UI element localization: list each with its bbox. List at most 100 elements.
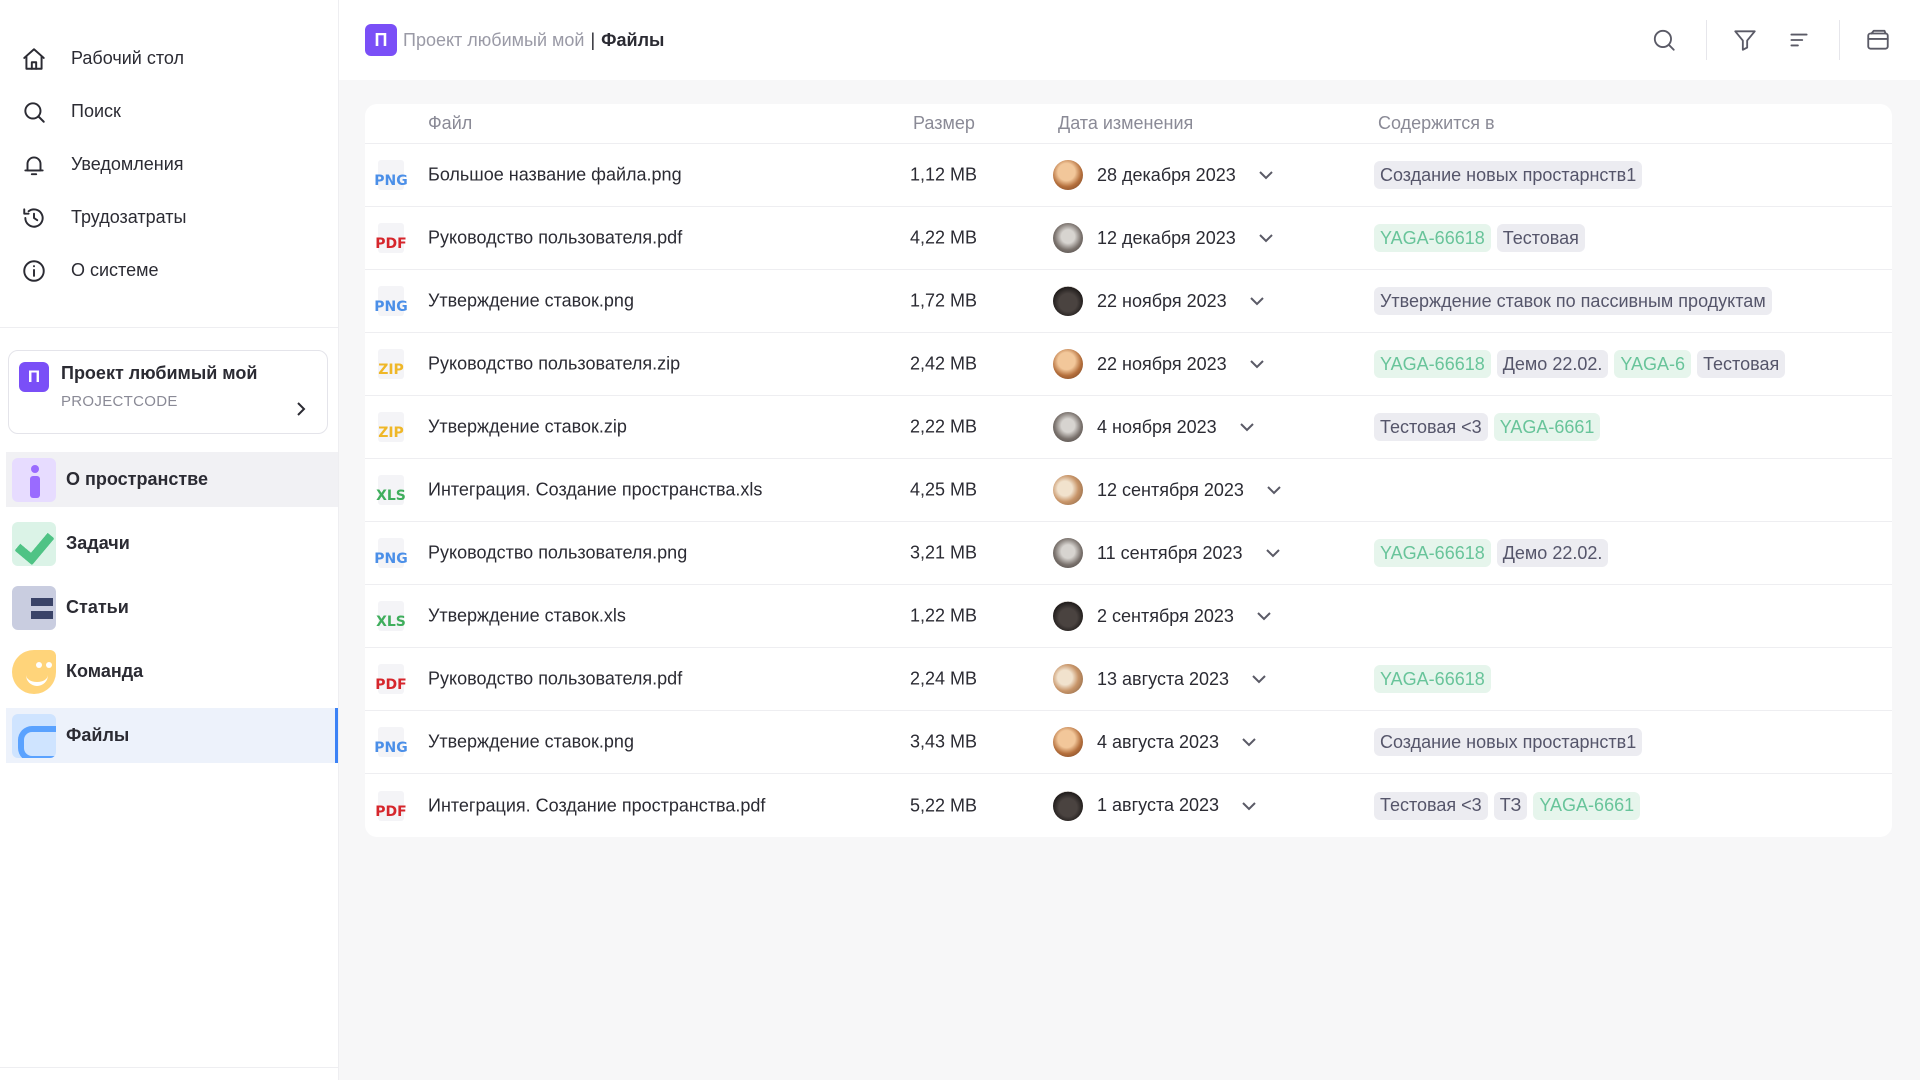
- nav-label-about-system: О системе: [71, 260, 159, 280]
- header-date[interactable]: Дата изменения: [1058, 113, 1194, 133]
- chevron-down-icon[interactable]: [1249, 356, 1265, 372]
- chevron-down-icon[interactable]: [1251, 671, 1267, 687]
- chevron-down-icon[interactable]: [1241, 798, 1257, 814]
- header-size[interactable]: Размер: [913, 113, 975, 133]
- space-label-about: О пространстве: [66, 469, 208, 489]
- file-type-label: PDF: [375, 677, 407, 693]
- nav-item-search[interactable]: Поиск: [0, 85, 338, 138]
- tag[interactable]: Создание новых простарнств1: [1374, 728, 1643, 756]
- nav-item-timesheet[interactable]: Трудозатраты: [0, 191, 338, 244]
- table-row[interactable]: PDF Интеграция. Создание пространства.pd…: [365, 774, 1892, 837]
- avatar[interactable]: [1053, 664, 1083, 694]
- table-row[interactable]: PNG Большое название файла.png 1,12 MB 2…: [365, 144, 1892, 207]
- space-item-files[interactable]: Файлы: [6, 708, 338, 763]
- modified-date: 4 августа 2023: [1097, 731, 1220, 752]
- table-row[interactable]: XLS Интеграция. Создание пространства.xl…: [365, 459, 1892, 522]
- file-name[interactable]: Руководство пользователя.zip: [428, 353, 681, 374]
- avatar[interactable]: [1053, 601, 1083, 631]
- file-name[interactable]: Руководство пользователя.pdf: [428, 227, 683, 248]
- file-size: 1,22 MB: [910, 605, 978, 626]
- file-name[interactable]: Утверждение ставок.xls: [428, 605, 626, 626]
- tag[interactable]: Тестовая <3: [1374, 413, 1488, 441]
- nav-item-about-system[interactable]: О системе: [0, 244, 338, 297]
- space-item-tasks[interactable]: Задачи: [6, 516, 338, 571]
- table-row[interactable]: ZIP Утверждение ставок.zip 2,22 MB 4 ноя…: [365, 396, 1892, 459]
- tag[interactable]: Тестовая <3: [1374, 791, 1488, 820]
- tag[interactable]: YAGA-6: [1614, 350, 1692, 378]
- file-name[interactable]: Интеграция. Создание пространства.xls: [428, 479, 763, 500]
- chevron-down-icon[interactable]: [1241, 734, 1257, 750]
- chevron-down-icon[interactable]: [1258, 230, 1274, 246]
- file-name[interactable]: Руководство пользователя.png: [428, 542, 688, 563]
- table-row[interactable]: PNG Руководство пользователя.png 3,21 MB…: [365, 522, 1892, 585]
- wallet-button[interactable]: [1864, 26, 1892, 54]
- tag[interactable]: Создание новых простарнств1: [1374, 161, 1643, 189]
- avatar[interactable]: [1053, 475, 1083, 505]
- search-button[interactable]: [1650, 26, 1678, 54]
- file-size: 2,22 MB: [910, 416, 978, 437]
- table-row[interactable]: XLS Утверждение ставок.xls 1,22 MB 2 сен…: [365, 585, 1892, 648]
- file-name[interactable]: Большое название файла.png: [428, 164, 682, 185]
- avatar[interactable]: [1053, 790, 1083, 821]
- table-row[interactable]: PNG Утверждение ставок.png 3,43 MB 4 авг…: [365, 711, 1892, 774]
- file-size: 4,25 MB: [910, 479, 978, 500]
- header-file[interactable]: Файл: [428, 113, 473, 133]
- nav-label-timesheet: Трудозатраты: [71, 207, 187, 227]
- nav-item-desktop[interactable]: Рабочий стол: [0, 32, 338, 85]
- breadcrumb-project-badge[interactable]: П: [365, 24, 397, 56]
- tag[interactable]: YAGA-6661: [1533, 791, 1641, 820]
- chevron-down-icon[interactable]: [1249, 293, 1265, 309]
- chevron-down-icon[interactable]: [1258, 167, 1274, 183]
- tag[interactable]: Утверждение ставок по пассивным продукта…: [1374, 287, 1772, 315]
- table-row[interactable]: PDF Руководство пользователя.pdf 2,24 MB…: [365, 648, 1892, 711]
- file-type-label: XLS: [376, 488, 406, 504]
- file-size: 4,22 MB: [910, 227, 978, 248]
- chevron-down-icon[interactable]: [1256, 608, 1272, 624]
- table-row[interactable]: ZIP Руководство пользователя.zip 2,42 MB…: [365, 333, 1892, 396]
- tag[interactable]: Демо 22.02.: [1496, 350, 1609, 378]
- png-file-icon: PNG: [373, 535, 409, 571]
- avatar[interactable]: [1053, 160, 1083, 190]
- tag[interactable]: Тестовая: [1496, 224, 1585, 252]
- tag[interactable]: YAGA-66618: [1374, 665, 1491, 693]
- space-item-about[interactable]: О пространстве: [6, 452, 338, 507]
- avatar[interactable]: [1053, 538, 1083, 568]
- tag[interactable]: YAGA-6661: [1493, 413, 1601, 441]
- file-name[interactable]: Утверждение ставок.png: [428, 731, 634, 752]
- file-type-label: PNG: [374, 173, 408, 189]
- avatar[interactable]: [1053, 349, 1083, 379]
- breadcrumb-project[interactable]: Проект любимый мой: [403, 29, 585, 50]
- file-name[interactable]: Руководство пользователя.pdf: [428, 668, 683, 689]
- table-row[interactable]: PDF Руководство пользователя.pdf 4,22 MB…: [365, 207, 1892, 270]
- project-card[interactable]: П Проект любимый мой PROJECTCODE: [8, 350, 328, 434]
- tag[interactable]: YAGA-66618: [1374, 539, 1491, 567]
- avatar[interactable]: [1053, 412, 1083, 442]
- modified-date: 4 ноября 2023: [1097, 416, 1217, 437]
- search-icon: [1653, 29, 1675, 51]
- file-name[interactable]: Интеграция. Создание пространства.pdf: [428, 795, 766, 815]
- avatar[interactable]: [1053, 727, 1083, 757]
- space-label-articles: Статьи: [66, 597, 129, 617]
- filter-button[interactable]: [1731, 26, 1759, 54]
- space-item-team[interactable]: Команда: [6, 644, 338, 699]
- file-name[interactable]: Утверждение ставок.png: [428, 290, 634, 311]
- avatar[interactable]: [1053, 223, 1083, 253]
- tag[interactable]: ТЗ: [1493, 791, 1528, 820]
- chevron-down-icon[interactable]: [1265, 545, 1281, 561]
- table-row[interactable]: PNG Утверждение ставок.png 1,72 MB 22 но…: [365, 270, 1892, 333]
- space-item-articles[interactable]: Статьи: [6, 580, 338, 635]
- chevron-down-icon[interactable]: [1239, 419, 1255, 435]
- tag[interactable]: Демо 22.02.: [1496, 539, 1609, 567]
- tag[interactable]: YAGA-66618: [1374, 350, 1491, 378]
- chevron-down-icon[interactable]: [1266, 482, 1282, 498]
- toolbar-divider: [1706, 20, 1707, 60]
- tag[interactable]: YAGA-66618: [1374, 224, 1491, 252]
- avatar[interactable]: [1053, 286, 1083, 316]
- png-file-icon: PNG: [373, 157, 409, 193]
- file-type-label: ZIP: [378, 362, 404, 378]
- sort-button[interactable]: [1785, 26, 1813, 54]
- header-contains[interactable]: Содержится в: [1378, 113, 1495, 133]
- nav-item-notifications[interactable]: Уведомления: [0, 138, 338, 191]
- tag[interactable]: Тестовая: [1697, 350, 1786, 378]
- file-name[interactable]: Утверждение ставок.zip: [428, 416, 627, 437]
